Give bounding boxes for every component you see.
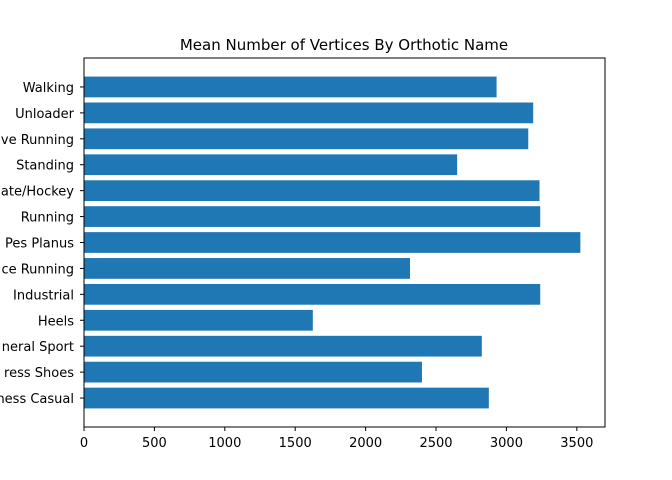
bar-10	[84, 335, 482, 357]
bar-0	[84, 76, 497, 98]
y-tick-label-1: Unloader	[15, 107, 75, 122]
y-tick-labels: Walking Unloader ve Running Standing ate/Hoc…	[0, 81, 84, 407]
y-tick-label-4: ate/Hockey	[1, 185, 74, 200]
bar-3	[84, 154, 458, 176]
y-tick-label-11: ress Shoes	[4, 366, 74, 381]
bar-5	[84, 206, 541, 227]
bar-9	[84, 309, 313, 331]
x-tick-label-1: 500	[142, 436, 167, 451]
bar-11	[84, 361, 422, 383]
y-tick-label-5: Running	[21, 211, 74, 226]
bar-4	[84, 180, 540, 202]
bar-6	[84, 232, 581, 253]
x-axis-ticks: 0 500 1000 1500 2000 2500 3000 3500	[80, 427, 593, 451]
x-tick-label-4: 2000	[349, 436, 382, 451]
y-tick-label-10: neral Sport	[2, 340, 74, 355]
x-tick-label-0: 0	[80, 436, 88, 451]
x-tick-label-2: 1000	[208, 436, 241, 451]
bar-1	[84, 102, 534, 124]
y-tick-label-0: Walking	[23, 81, 74, 96]
chart-title: Mean Number of Vertices By Orthotic Name	[180, 36, 508, 54]
y-tick-label-3: Standing	[16, 159, 74, 174]
x-tick-label-6: 3000	[490, 436, 523, 451]
y-tick-label-6: Pes Planus	[5, 237, 74, 252]
bar-7	[84, 258, 410, 279]
plot-frame	[83, 57, 606, 428]
x-tick-label-7: 3500	[560, 436, 593, 451]
bar-2	[84, 128, 529, 150]
y-tick-label-8: Industrial	[13, 288, 74, 303]
bars-group	[84, 76, 581, 409]
x-tick-label-3: 1500	[279, 436, 312, 451]
bar-8	[84, 283, 541, 305]
y-tick-label-9: Heels	[38, 314, 74, 329]
y-tick-label-12: ness Casual	[0, 392, 74, 407]
x-tick-label-5: 2500	[419, 436, 452, 451]
y-tick-label-7: ce Running	[1, 262, 74, 277]
y-tick-label-2: ve Running	[1, 133, 74, 148]
bar-12	[84, 387, 489, 409]
